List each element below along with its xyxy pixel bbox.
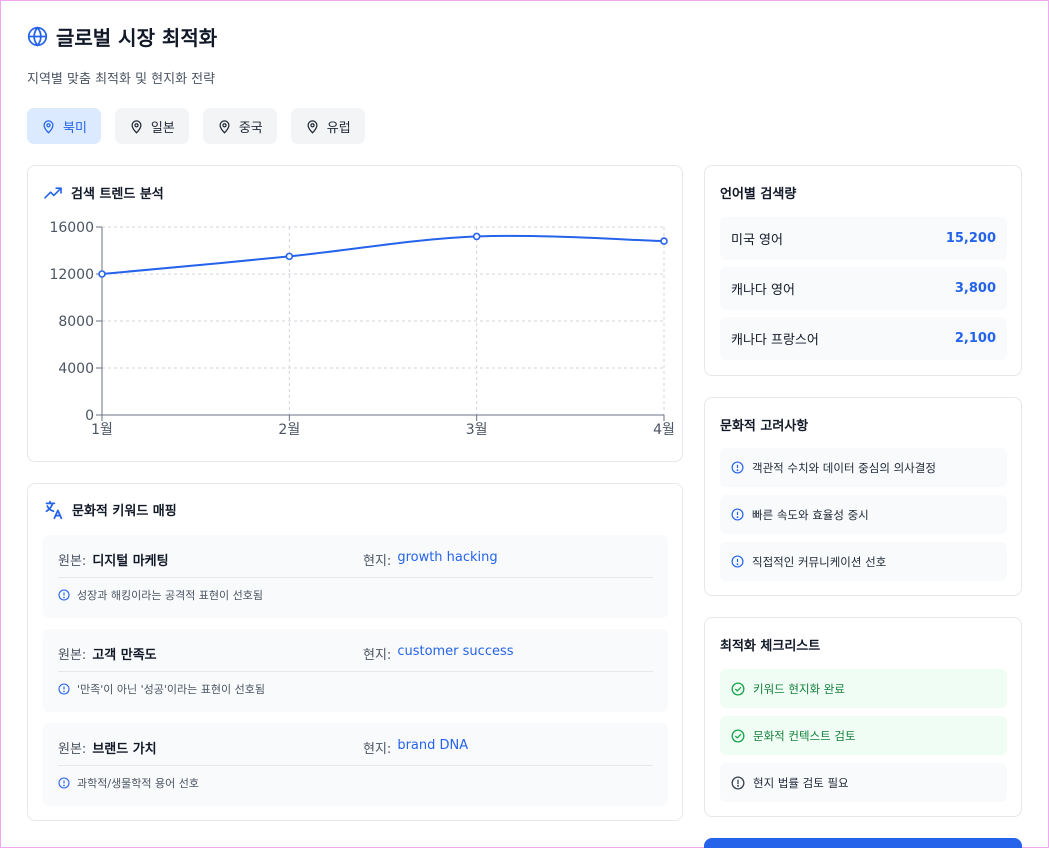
checklist-item-pending[interactable]: 현지 법률 검토 필요 — [720, 763, 1007, 802]
region-tab-north-america[interactable]: 북미 — [27, 108, 101, 144]
original-label: 원본: — [58, 554, 87, 569]
map-pin-icon — [305, 119, 320, 134]
keyword-mapping-card: 문화적 키워드 매핑 원본: 디지털 마케팅 현지: growth hacking … — [27, 483, 683, 821]
consideration-text: 빠른 속도와 효율성 중시 — [752, 507, 869, 522]
region-tab-japan[interactable]: 일본 — [114, 108, 189, 144]
keyword-note: '만족'이 아닌 '성공'이라는 표현이 선호됨 — [77, 683, 266, 696]
original-label: 원본: — [58, 648, 87, 663]
keyword-item: 원본: 디지털 마케팅 현지: growth hacking 성장과 해킹이라는 공… — [43, 535, 668, 618]
translate-icon — [43, 499, 64, 520]
local-keyword: growth hacking — [397, 550, 498, 565]
language-name: 캐나다 프랑스어 — [731, 333, 819, 348]
region-tab-europe[interactable]: 유럽 — [290, 108, 365, 144]
checklist-label: 현지 법률 검토 필요 — [753, 775, 849, 790]
data-point — [660, 237, 668, 245]
local-label: 현지: — [363, 554, 392, 569]
language-count: 2,100 — [954, 331, 996, 346]
consideration-item: 직접적인 커뮤니케이션 선호 — [720, 542, 1007, 581]
local-label: 현지: — [363, 742, 392, 757]
language-count: 3,800 — [954, 281, 996, 296]
data-point — [285, 252, 294, 261]
local-keyword: customer success — [397, 644, 514, 659]
info-icon — [731, 555, 744, 568]
y-tick-label: 0 — [85, 408, 94, 424]
checklist-item-done[interactable]: 키워드 현지화 완료 — [720, 669, 1007, 708]
page-subtitle: 지역별 맞춤 최적화 및 현지화 전략 — [27, 72, 216, 87]
local-label: 현지: — [363, 648, 392, 663]
map-pin-icon — [41, 119, 56, 134]
optimization-checklist-title: 최적화 체크리스트 — [720, 639, 821, 654]
check-circle-icon — [731, 682, 745, 696]
region-tab-label: 중국 — [238, 120, 263, 136]
language-item: 캐나다 프랑스어 2,100 — [720, 317, 1007, 360]
x-tick-label: 1월 — [91, 422, 113, 438]
consideration-text: 객관적 수치와 데이터 중심의 의사결정 — [752, 460, 936, 475]
checklist-label: 키워드 현지화 완료 — [753, 681, 845, 696]
data-point — [472, 232, 481, 241]
keyword-item: 원본: 브랜드 가치 현지: brand DNA 과학적/생물학적 용어 선호 — [43, 723, 668, 806]
check-circle-icon — [731, 729, 745, 743]
region-tab-label: 일본 — [150, 120, 175, 136]
y-tick-label: 4000 — [58, 361, 94, 377]
consideration-item: 객관적 수치와 데이터 중심의 의사결정 — [720, 448, 1007, 487]
original-keyword: 브랜드 가치 — [92, 742, 157, 757]
y-tick-label: 16000 — [49, 220, 94, 236]
x-tick-label: 2월 — [278, 422, 300, 438]
language-volume-card: 언어별 검색량 미국 영어 15,200 캐나다 영어 3,800 캐나다 프랑… — [704, 165, 1022, 376]
info-icon — [731, 461, 744, 474]
primary-action-button[interactable] — [704, 838, 1022, 848]
region-tab-label: 북미 — [63, 120, 87, 136]
language-count: 15,200 — [945, 231, 996, 246]
consideration-item: 빠른 속도와 효율성 중시 — [720, 495, 1007, 534]
info-icon — [58, 589, 70, 601]
local-keyword: brand DNA — [397, 738, 469, 753]
alert-circle-icon — [731, 776, 745, 790]
map-pin-icon — [129, 119, 144, 134]
cultural-considerations-title: 문화적 고려사항 — [720, 419, 809, 434]
language-volume-title: 언어별 검색량 — [720, 187, 797, 202]
trending-up-icon — [43, 185, 63, 201]
y-tick-label: 8000 — [58, 314, 94, 330]
optimization-checklist-card: 최적화 체크리스트 키워드 현지화 완료 문화적 컨텍스트 검토 현지 법률 검… — [704, 617, 1022, 817]
language-name: 캐나다 영어 — [731, 283, 795, 298]
checklist-item-done[interactable]: 문화적 컨텍스트 검토 — [720, 716, 1007, 755]
keyword-mapping-title: 문화적 키워드 매핑 — [72, 504, 177, 519]
info-icon — [731, 508, 744, 521]
language-item: 캐나다 영어 3,800 — [720, 267, 1007, 310]
search-trend-chart: 0 4000 8000 12000 16000 1월 2월 3월 4월 — [49, 220, 675, 438]
info-icon — [58, 683, 70, 695]
x-tick-label: 3월 — [466, 422, 488, 438]
page-title: 글로벌 시장 최적화 — [56, 26, 218, 50]
language-name: 미국 영어 — [731, 233, 783, 248]
region-tab-label: 유럽 — [326, 120, 351, 136]
search-trend-title: 검색 트렌드 분석 — [71, 187, 164, 202]
original-label: 원본: — [58, 742, 87, 757]
series-line — [101, 234, 665, 275]
original-keyword: 디지털 마케팅 — [92, 554, 169, 569]
data-point — [98, 270, 106, 278]
y-tick-label: 12000 — [49, 267, 94, 283]
region-tabs: 북미 일본 중국 유럽 — [27, 108, 365, 144]
consideration-text: 직접적인 커뮤니케이션 선호 — [752, 554, 887, 569]
region-tab-china[interactable]: 중국 — [202, 108, 277, 144]
checklist-label: 문화적 컨텍스트 검토 — [753, 728, 856, 743]
original-keyword: 고객 만족도 — [92, 648, 157, 663]
x-tick-label: 4월 — [653, 422, 675, 438]
map-pin-icon — [217, 119, 232, 134]
page-header: 글로벌 시장 최적화 지역별 맞춤 최적화 및 현지화 전략 — [27, 22, 217, 87]
keyword-note: 과학적/생물학적 용어 선호 — [77, 777, 200, 790]
cultural-considerations-card: 문화적 고려사항 객관적 수치와 데이터 중심의 의사결정 빠른 속도와 효율성… — [704, 397, 1022, 596]
search-trend-card: 검색 트렌드 분석 0 4000 8000 12000 16000 1월 2월 3월 4월 — [27, 165, 683, 462]
globe-icon — [27, 26, 48, 47]
language-item: 미국 영어 15,200 — [720, 217, 1007, 260]
keyword-item: 원본: 고객 만족도 현지: customer success '만족'이 아닌 '… — [43, 629, 668, 712]
info-icon — [58, 777, 70, 789]
keyword-note: 성장과 해킹이라는 공격적 표현이 선호됨 — [77, 589, 264, 602]
